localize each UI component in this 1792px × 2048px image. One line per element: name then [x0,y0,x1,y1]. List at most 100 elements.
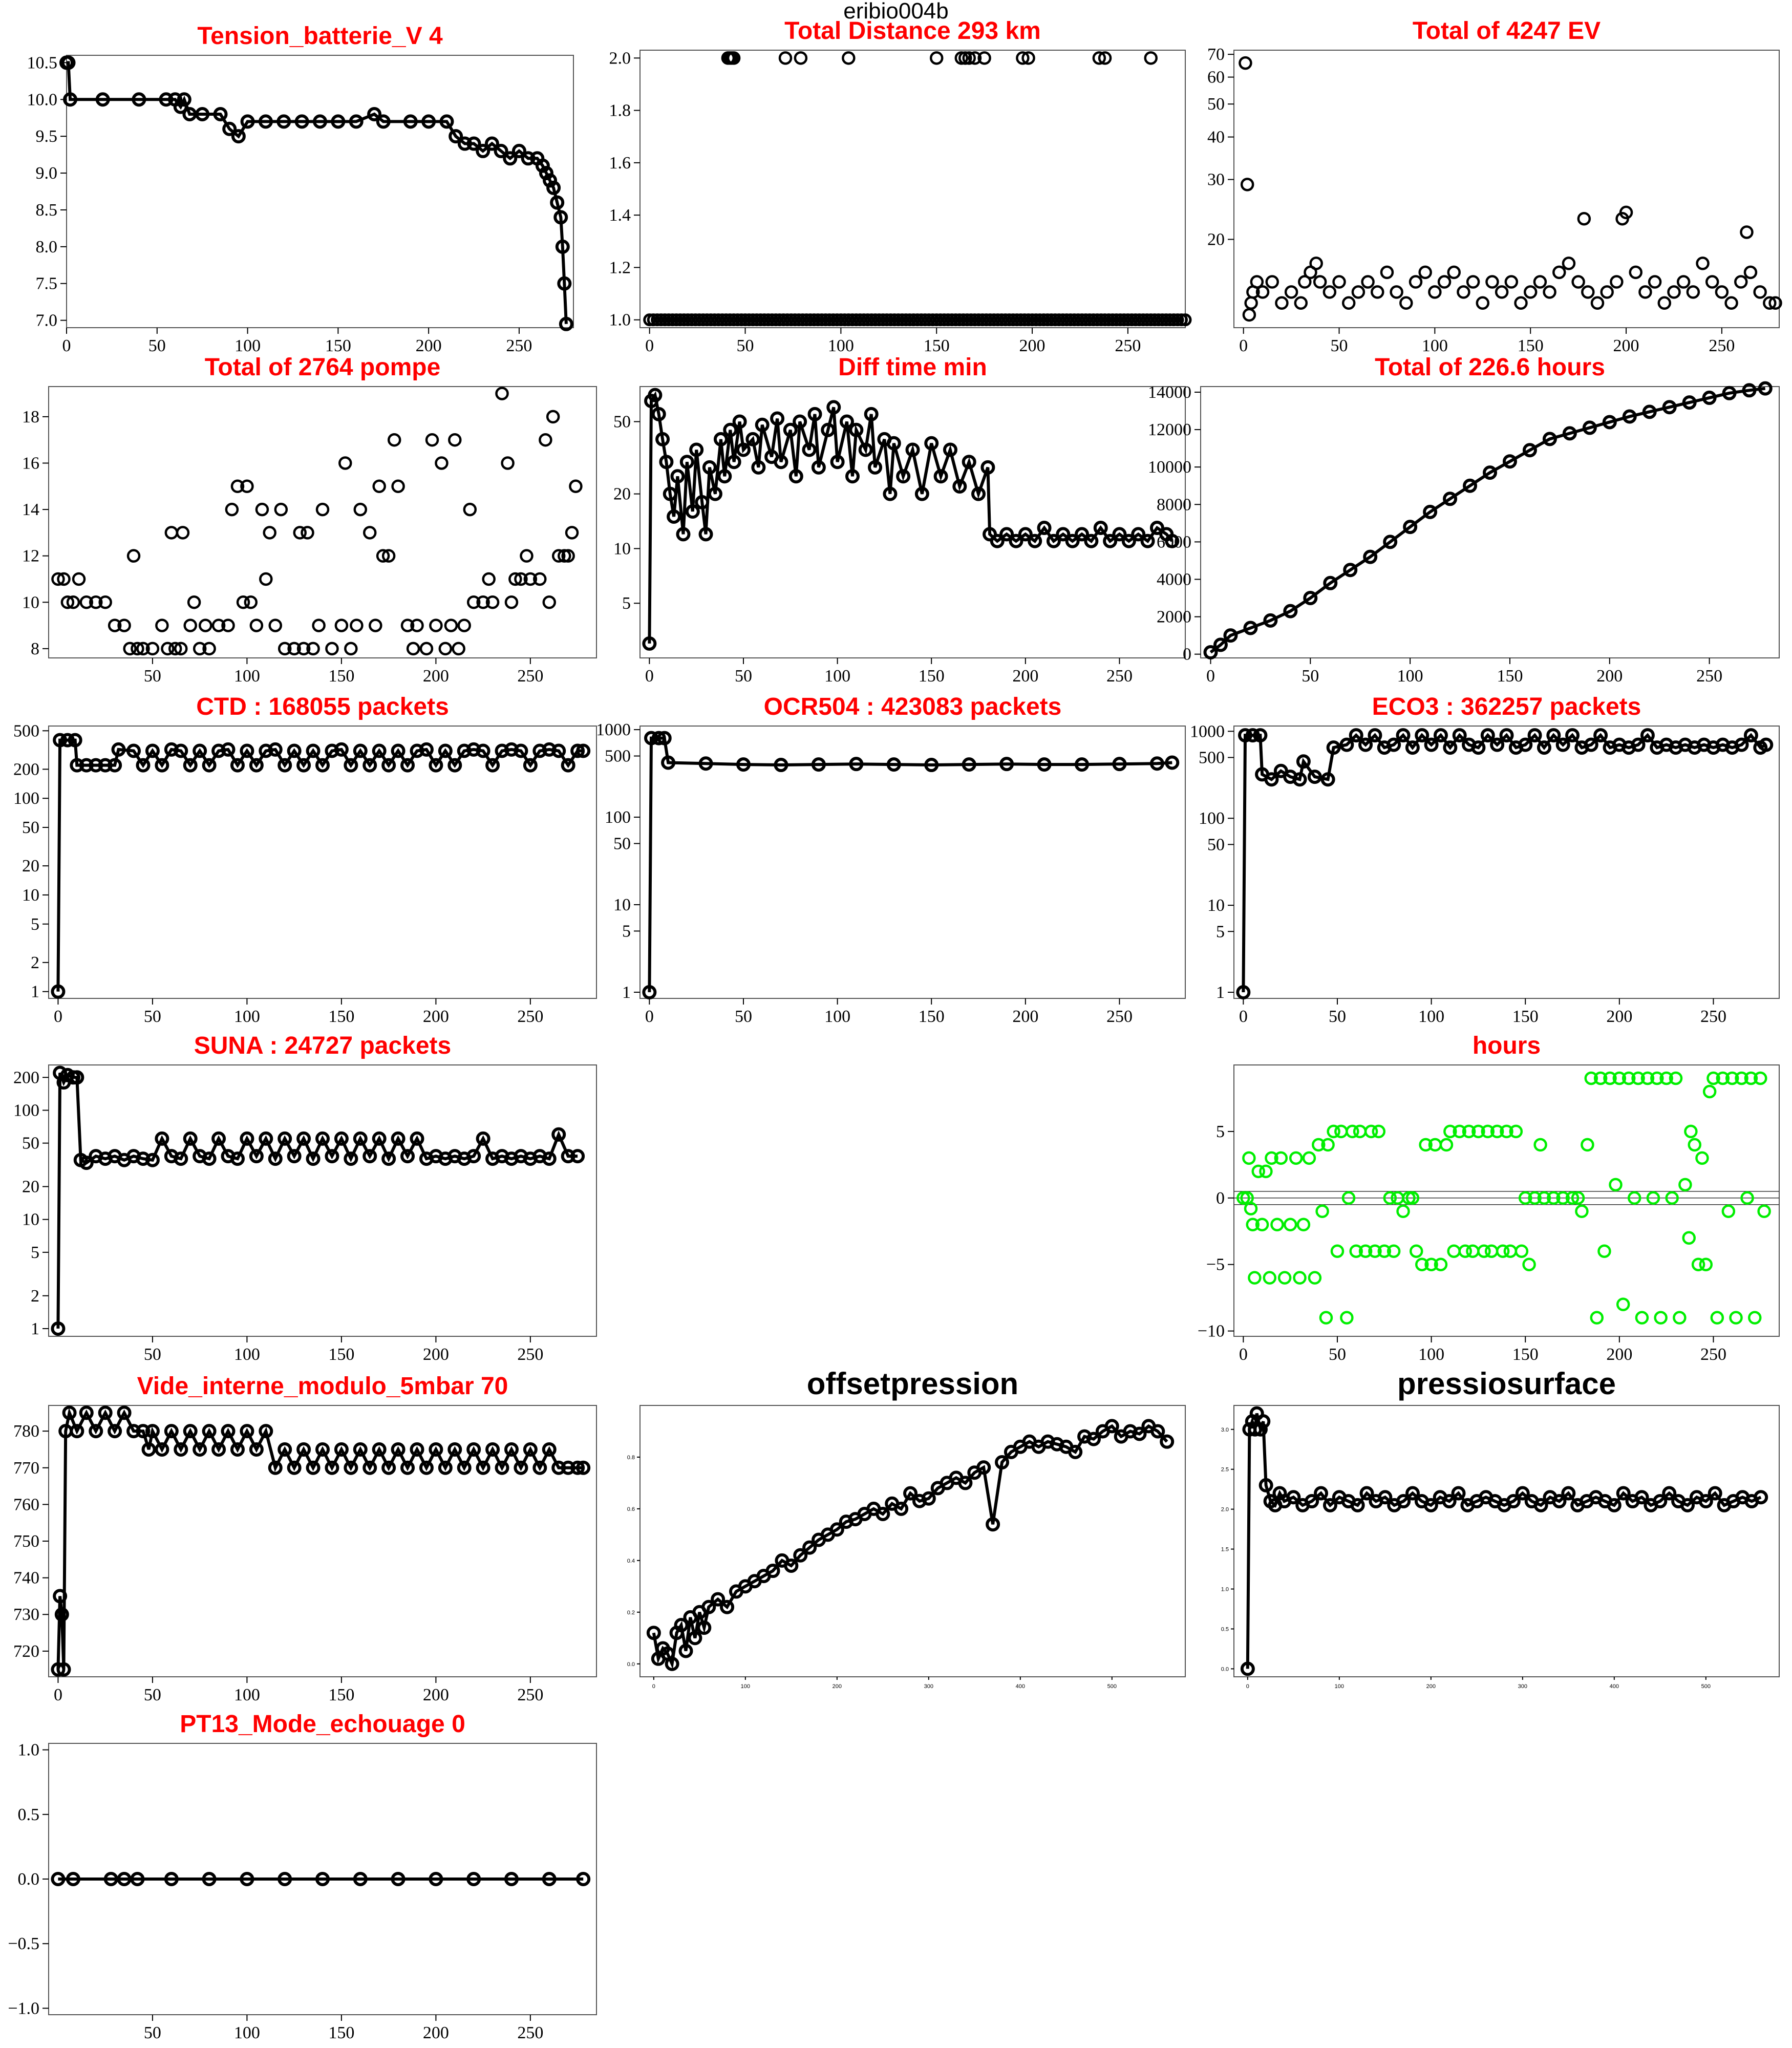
x-tick-label: 100 [824,1007,850,1026]
data-point [1607,1498,1622,1512]
x-tick-label: 50 [144,2023,161,2042]
data-point [1380,265,1394,280]
data-point [886,757,901,772]
x-tick-label: 150 [1512,1345,1539,1364]
data-point [1277,1271,1292,1285]
data-point [1555,737,1570,752]
data-point [1037,757,1052,772]
x-tick-label: 100 [234,1007,260,1026]
data-point [1768,296,1782,310]
data-point [1696,257,1710,270]
data-point [570,1460,585,1475]
data-point [183,618,197,632]
data-point [1616,1297,1630,1311]
data-point [532,743,547,758]
data-point [990,534,1005,548]
data-point [334,1442,349,1457]
data-point [419,742,434,757]
plot-frame [1233,726,1780,999]
data-point [325,1460,339,1475]
data-point [1383,1191,1397,1205]
data-point [155,1442,169,1457]
data-point [883,486,898,501]
data-point [463,502,477,517]
data-point [1334,1124,1348,1139]
data-point [1359,1486,1374,1501]
y-tick-label: 14 [22,500,39,519]
data-point [542,742,557,757]
data-point [1243,621,1258,635]
data-point [1523,285,1538,299]
data-point [1322,1498,1337,1512]
data-point [523,1442,538,1457]
x-tick-label: 0 [645,336,654,355]
data-point [1678,1178,1692,1192]
series-line [56,1407,584,1670]
data-point [230,758,245,773]
x-tick-label: 250 [506,336,532,355]
data-point [542,1442,557,1457]
data-point [976,1460,991,1475]
panel-title: offsetpression [807,1367,1018,1401]
data-point [1203,645,1218,660]
data-point [1518,737,1533,752]
y-tick-label: 200 [13,760,39,779]
data-point [334,1131,349,1146]
data-point [438,1460,453,1475]
data-point [543,173,558,188]
data-point [1065,534,1080,548]
data-point [1259,1164,1273,1179]
data-point [876,1507,890,1521]
x-tick-label: 150 [328,667,354,686]
data-point [1522,1257,1536,1271]
x-tick-label: 200 [423,1345,449,1364]
plot-frame [1233,50,1780,328]
data-point [1303,591,1318,606]
data-point [1642,404,1657,419]
data-point [1527,728,1542,743]
data-point [1537,740,1551,755]
y-tick-label: 200 [13,1068,39,1087]
data-point [296,1442,311,1457]
data-point [1327,1124,1340,1139]
data-point [353,502,368,517]
data-point [1312,1138,1326,1152]
data-point [1112,527,1127,542]
data-point [958,51,972,65]
data-point [57,572,71,586]
data-point [1659,1071,1673,1085]
data-point [331,114,346,129]
data-point [1522,443,1537,458]
panel-title: Tension_batterie_V 4 [197,23,443,50]
x-tick-label: 0 [54,1007,62,1026]
data-point [514,572,528,586]
y-tick-label: 0 [1183,645,1191,664]
data-point [1603,1071,1617,1085]
data-point [1322,285,1337,299]
data-point [751,460,766,475]
data-point [1075,527,1090,542]
data-point [1686,285,1700,299]
data-point [962,455,976,470]
x-tick-label: 100 [1418,1007,1444,1026]
data-point [1462,1124,1476,1139]
data-point [1480,728,1495,743]
data-point [173,99,188,114]
x-tick-label: 50 [1329,1007,1346,1026]
x-tick-label: 100 [824,667,850,686]
data-point [202,1151,217,1166]
x-tick-label: 100 [234,667,260,686]
data-point [929,51,944,65]
data-point [438,642,453,656]
data-point [195,107,210,122]
x-tick-label: 0 [645,667,654,686]
y-tick-label: −5 [1206,1255,1225,1274]
data-point [268,1460,283,1475]
data-point [657,731,672,745]
data-point [296,758,311,773]
data-point [60,595,75,609]
data-point [933,469,948,484]
data-point [1622,1071,1636,1085]
data-point [1343,563,1358,578]
series-line [1246,1413,1762,1669]
